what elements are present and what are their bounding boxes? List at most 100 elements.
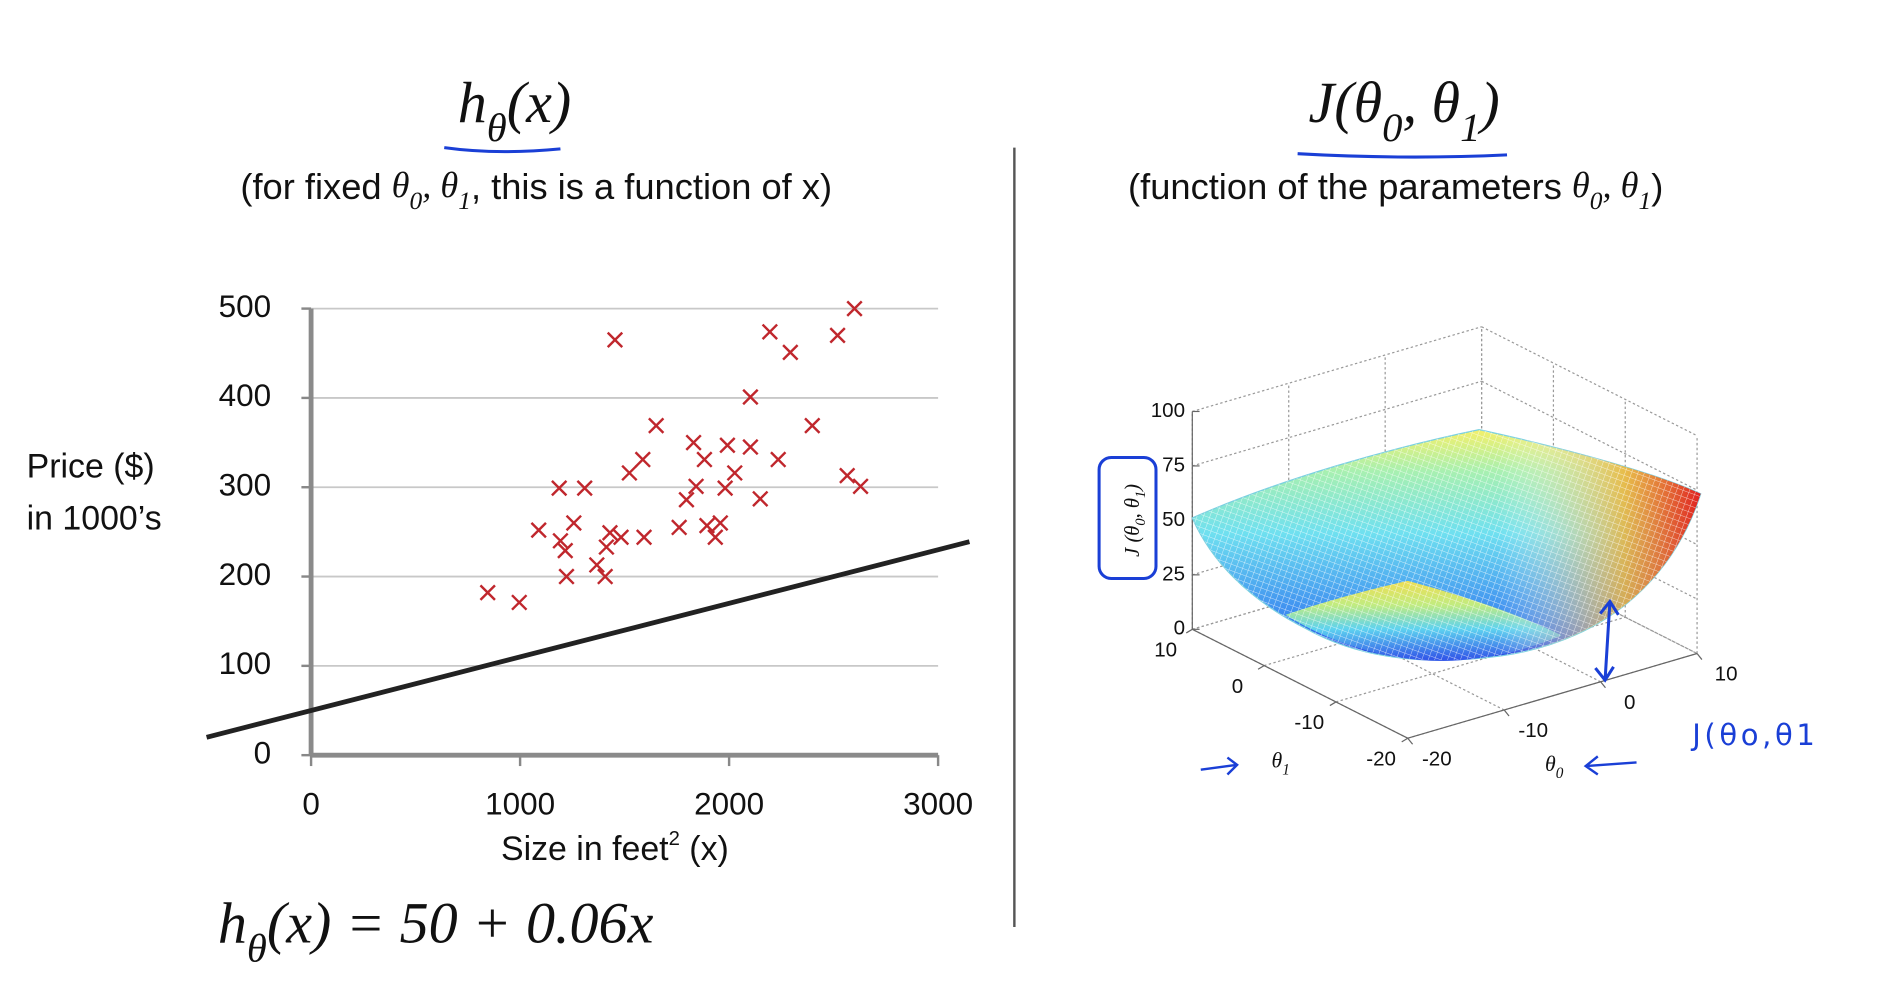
y-tick-label: 500 [219,289,271,324]
text-part: θ [1545,752,1556,776]
data-point [707,529,724,546]
text-part: ) [1122,484,1144,492]
data-point [565,514,582,532]
hypothesis-line [205,539,971,740]
text-part: 1 [1133,491,1149,498]
text-part: 1 [1460,105,1480,150]
x-tick [1503,709,1510,717]
x-tick [1407,737,1414,745]
data-point [726,464,743,482]
text-part: , θ [1122,498,1144,518]
text-part: 0 [1590,187,1603,215]
x-axis-label: θ0 [1545,752,1564,782]
data-point [685,434,702,451]
left-title: hθ(x) [458,70,572,149]
text-part: , [422,165,440,205]
x-axis-label: Size in feet2 (x) [501,828,729,868]
y-tick-label: 300 [219,468,271,503]
data-point [648,417,665,434]
data-point [717,480,734,497]
y-axis-label: Price ($) [27,447,155,485]
left-subtitle: (for fixed θ0, θ1, this is a function of… [240,165,832,214]
z-tick-label: 50 [1162,508,1185,531]
x-tick-label: 1000 [485,786,555,821]
text-part: ) [1651,165,1663,206]
x-tick-label: 0 [302,786,320,821]
floor-grid [1288,600,1505,711]
text-part: (for fixed [240,165,391,206]
equation: hθ(x) = 50 + 0.06x [218,891,654,970]
data-point [698,517,716,534]
y-tick-label: 100 [219,646,271,681]
data-point [598,538,615,556]
data-point [770,451,787,468]
z-tick-label: 0 [1174,617,1185,640]
hand-arrow [1583,755,1637,776]
data-point [588,556,605,574]
y-tick-label: 10 [1154,639,1177,662]
data-point [576,480,593,497]
floor-grid [1481,544,1698,655]
data-point [601,524,619,541]
x-tick-label: 2000 [694,786,764,821]
hand-box [1097,455,1158,580]
z-tick-label: 100 [1151,399,1185,422]
data-point [696,451,713,468]
y-tick [1329,701,1337,707]
y-tick-label: 400 [219,378,271,413]
y-tick-label: 200 [219,557,271,592]
text-part: θ [487,105,507,150]
data-point [846,300,863,317]
y-tick-label: 0 [254,735,272,770]
wall-grid [1192,326,1482,413]
data-point [557,542,574,559]
data-point [712,514,729,532]
text-part: 0 [1556,765,1564,782]
data-point [852,478,869,495]
text-part: (x) [680,830,729,868]
text-part: 1 [1638,187,1651,215]
data-point [552,532,569,549]
data-point [551,480,568,497]
text-part: 0 [410,187,423,215]
text-part: θ [1621,165,1639,205]
data-point [635,529,653,546]
text-part: , this is a function of x) [471,165,832,206]
y-tick-label: -10 [1294,711,1324,734]
text-part: θ [247,925,267,970]
data-point [606,331,624,348]
underline [1297,152,1508,159]
data-point [752,490,769,507]
data-point [719,437,736,454]
x-tick [1600,681,1606,689]
floor-grid [1335,616,1626,703]
data-point [742,438,759,456]
underline [444,146,561,154]
text-part: (function of the parameters [1128,165,1572,206]
text-part: h [218,891,247,956]
y-axis [1192,628,1409,739]
text-part: θ [1272,748,1283,772]
text-part: h [458,70,487,135]
y-tick-label: 0 [1232,675,1243,698]
x-axis [1407,652,1698,739]
floor-grid [1384,572,1601,683]
text-part: 2 [669,828,680,850]
z-axis-label: J (θ0, θ1) [1122,484,1150,557]
right-title: J(θ0, θ1) [1309,70,1500,149]
text-part: ) [1477,70,1499,135]
data-point [671,519,688,536]
text-part: θ [440,165,458,205]
data-point [558,568,575,585]
cost-surface [1191,429,1702,661]
data-point [782,344,799,361]
x-tick [1696,653,1703,660]
data-point [761,323,778,340]
x-tick-label: -10 [1518,719,1548,742]
text-part: J(θ [1309,70,1383,135]
data-point [687,478,705,495]
wall-grid [1192,380,1482,467]
hand-arrow [1200,756,1239,776]
data-point [804,417,821,434]
data-point [530,521,547,539]
